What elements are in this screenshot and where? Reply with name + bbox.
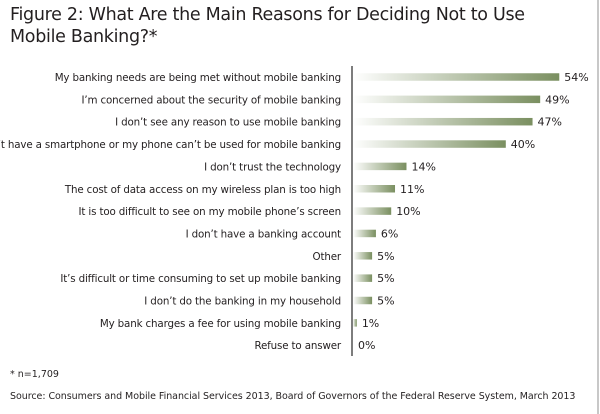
bar xyxy=(353,73,560,81)
bar xyxy=(353,117,533,126)
bar xyxy=(353,319,357,327)
category-label: I don’t trust the technology xyxy=(204,161,341,173)
value-label: 5% xyxy=(377,250,394,263)
value-label: 54% xyxy=(564,71,588,84)
value-label: 47% xyxy=(538,116,562,129)
category-label: My banking needs are being met without m… xyxy=(55,72,341,84)
category-label: It’s difficult or time consuming to set … xyxy=(60,273,341,285)
value-label: 10% xyxy=(396,205,420,218)
bar xyxy=(353,185,396,193)
right-border-rule xyxy=(597,0,599,414)
bar xyxy=(353,95,541,104)
value-label: 14% xyxy=(411,160,435,173)
bar xyxy=(353,274,373,282)
source-note: Source: Consumers and Mobile Financial S… xyxy=(10,391,576,402)
bar xyxy=(353,162,407,171)
value-label: 1% xyxy=(362,317,379,330)
category-label: I don’t see any reason to use mobile ban… xyxy=(115,117,341,129)
category-label: It is too difficult to see on my mobile … xyxy=(79,206,342,218)
bar xyxy=(353,140,506,148)
category-label: Refuse to answer xyxy=(254,340,341,352)
category-label: The cost of data access on my wireless p… xyxy=(64,184,341,196)
value-label: 0% xyxy=(358,339,375,352)
bar xyxy=(353,252,373,260)
bar xyxy=(353,207,392,215)
category-label: I don’t have a smartphone or my phone ca… xyxy=(0,139,341,151)
value-label: 5% xyxy=(377,272,394,285)
category-label: I’m concerned about the security of mobi… xyxy=(81,94,341,106)
category-label: My bank charges a fee for using mobile b… xyxy=(100,318,341,330)
category-label: I don’t have a banking account xyxy=(186,228,342,240)
value-label: 6% xyxy=(381,227,398,240)
category-label: I don’t do the banking in my household xyxy=(144,296,341,308)
bar xyxy=(353,296,373,305)
bar xyxy=(353,229,376,238)
value-label: 49% xyxy=(545,93,569,106)
chart-title: Figure 2: What Are the Main Reasons for … xyxy=(10,5,525,47)
category-label: Other xyxy=(313,251,342,263)
value-label: 5% xyxy=(377,295,394,308)
value-label: 40% xyxy=(511,138,535,151)
value-label: 11% xyxy=(400,183,424,196)
sample-size-note: * n=1,709 xyxy=(10,369,59,380)
